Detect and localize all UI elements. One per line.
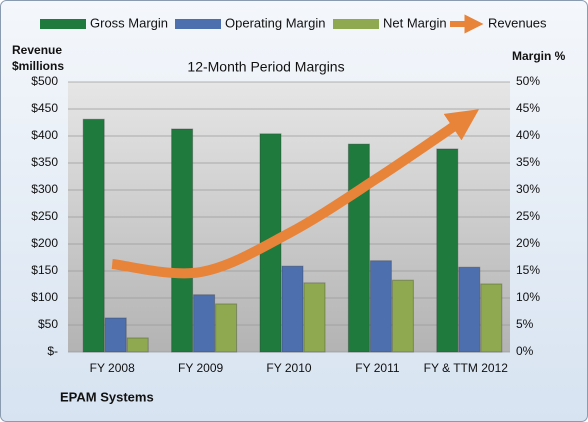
y2-tick-label: 40%: [516, 128, 540, 142]
y-tick-label: $500: [31, 74, 58, 88]
legend-label: Operating Margin: [225, 15, 325, 30]
bar: [82, 118, 105, 353]
y-tick-label: $50: [38, 317, 58, 331]
legend-key: [175, 19, 221, 29]
bar: [215, 303, 238, 353]
bar: [126, 337, 149, 353]
y2-tick-label: 20%: [516, 236, 540, 250]
bar: [104, 317, 127, 353]
y2-axis-label: Margin %: [512, 49, 566, 63]
legend-label: Revenues: [488, 15, 547, 30]
y2-tick-label: 0%: [516, 344, 534, 358]
chart-title: 12-Month Period Margins: [187, 59, 344, 75]
legend-key: [333, 19, 379, 29]
y-axis-label: Revenue: [12, 43, 62, 57]
y2-tick-label: 50%: [516, 74, 540, 88]
footer: EPAM Systems: [60, 389, 154, 404]
bar: [480, 283, 503, 353]
y-axis-label: $millions: [12, 59, 64, 73]
y2-tick-label: 30%: [516, 182, 540, 196]
x-tick-label: FY 2010: [266, 361, 311, 375]
y-tick-label: $300: [31, 182, 58, 196]
bar: [303, 282, 326, 353]
x-tick-label: FY 2011: [355, 361, 400, 375]
y-tick-label: $450: [31, 101, 58, 115]
legend-label: Gross Margin: [90, 15, 168, 30]
bar: [458, 266, 481, 353]
legend-key: [40, 19, 86, 29]
bar: [347, 143, 370, 353]
bar: [436, 148, 459, 353]
bar: [369, 260, 392, 353]
bar: [171, 128, 194, 353]
legend-label: Net Margin: [383, 15, 447, 30]
bar: [391, 279, 414, 353]
y-tick-label: $250: [31, 209, 58, 223]
y-tick-label: $-: [47, 344, 58, 358]
x-tick-label: FY 2008: [90, 361, 135, 375]
revenue-line: [111, 109, 480, 279]
y2-tick-label: 35%: [516, 155, 540, 169]
x-tick-label: FY & TTM 2012: [424, 361, 509, 375]
y-tick-label: $400: [31, 128, 58, 142]
bar: [193, 294, 216, 353]
x-tick-label: FY 2009: [178, 361, 223, 375]
y-tick-label: $350: [31, 155, 58, 169]
y2-tick-label: 15%: [516, 263, 540, 277]
y-tick-label: $200: [31, 236, 58, 250]
y2-tick-label: 5%: [516, 317, 534, 331]
y2-tick-label: 25%: [516, 209, 540, 223]
y-tick-label: $100: [31, 290, 58, 304]
bar: [281, 265, 304, 353]
y2-tick-label: 45%: [516, 101, 540, 115]
y-tick-label: $150: [31, 263, 58, 277]
y2-tick-label: 10%: [516, 290, 540, 304]
